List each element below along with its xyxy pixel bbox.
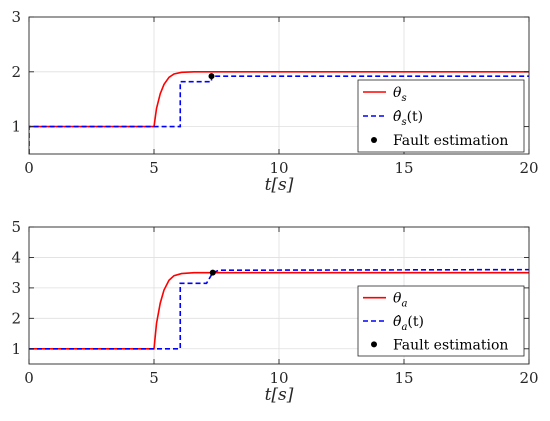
x-tick-label: 0 [24, 159, 34, 177]
legend: θs θ̂s(t) Fault estimation [357, 79, 525, 153]
legend-label: θ̂s(t) [393, 109, 423, 128]
x-tick-label: 5 [149, 369, 159, 387]
x-tick-label: 10 [269, 369, 288, 387]
fault-estimation-point [208, 73, 215, 80]
y-tick-label: 2 [11, 309, 21, 327]
x-tick-label: 15 [394, 159, 413, 177]
y-tick-label: 3 [11, 8, 21, 26]
y-tick-label: 2 [11, 63, 21, 81]
y-tick-label: 1 [11, 118, 21, 136]
legend-item: θs [363, 85, 407, 104]
legend-item: θ̂s(t) [363, 109, 423, 128]
x-axis-label: t[s] [265, 385, 294, 405]
legend-swatch-dot [371, 341, 377, 348]
x-axis-label: t[s] [265, 175, 294, 195]
legend-item: θa [363, 291, 407, 310]
x-tick-label: 10 [269, 159, 288, 177]
x-tick-label: 5 [149, 159, 159, 177]
legend-item: Fault estimation [371, 337, 508, 353]
legend: θa θ̂a(t) Fault estimation [357, 285, 525, 357]
legend-label: θa [393, 291, 407, 310]
legend-label: θ̂a(t) [393, 314, 424, 333]
x-tick-label: 20 [519, 369, 538, 387]
legend-label: Fault estimation [393, 337, 508, 353]
fault-estimation-point [209, 269, 216, 276]
legend-item: θ̂a(t) [363, 314, 424, 333]
series-line-actual [29, 271, 529, 350]
legend-label: Fault estimation [393, 133, 508, 149]
x-tick-label: 15 [394, 369, 413, 387]
y-tick-label: 4 [11, 248, 21, 266]
x-tick-label: 0 [24, 369, 34, 387]
y-tick-label: 3 [11, 279, 21, 297]
x-tick-label: 20 [519, 159, 538, 177]
series-line-estimate [29, 268, 529, 350]
y-tick-label: 1 [11, 340, 21, 358]
legend-label: θs [393, 85, 407, 104]
series-line-actual [29, 71, 529, 128]
chart-panel-1: 0 5 10 15 20 1 2 3 t[s] θs θ̂s(t) Fault estimation [11, 8, 538, 195]
legend-item: Fault estimation [371, 133, 508, 149]
legend-swatch-dot [371, 137, 377, 143]
chart-panel-2: 0 5 10 15 20 1 2 3 4 5 t[s] θa θ̂a(t) Fault estimatio… [11, 218, 538, 405]
y-tick-label: 5 [11, 218, 21, 236]
